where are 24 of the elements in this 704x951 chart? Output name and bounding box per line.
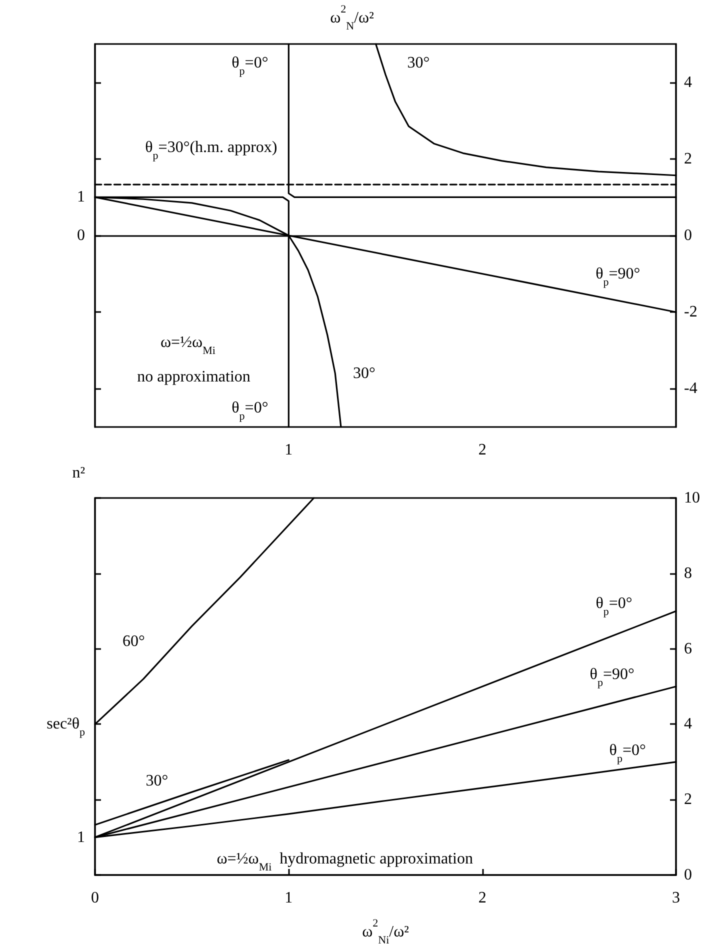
y-tick-label: 10 [684,490,700,506]
y-axis-title: n² [72,464,86,482]
y-tick-label: 4 [684,74,692,91]
annotation: no approximation [137,368,250,386]
x-tick-label: 0 [91,890,99,906]
y-tick-label: 6 [684,640,692,658]
x-tick-label: 3 [672,890,680,906]
y-tick-label: 2 [684,791,692,808]
annotation: 30° [352,364,376,382]
y-tick-label: -2 [684,304,698,321]
y-tick-label: -4 [684,380,698,398]
y-tick-label: 8 [684,564,692,582]
y-tick-label: 0 [684,866,692,884]
annotation: 1 [77,188,85,206]
y-tick-label: 0 [684,227,692,244]
y-tick-label: 2 [684,150,692,168]
annotation: 60° [122,632,145,650]
y-tick-label: 4 [684,716,692,733]
text: 0 [77,227,85,244]
x-tick-label: 2 [478,890,486,906]
annotation: 1 [77,828,85,846]
annotation: 30° [146,772,168,790]
annotation: 30° [407,54,430,72]
x-tick-label: 1 [284,890,293,906]
